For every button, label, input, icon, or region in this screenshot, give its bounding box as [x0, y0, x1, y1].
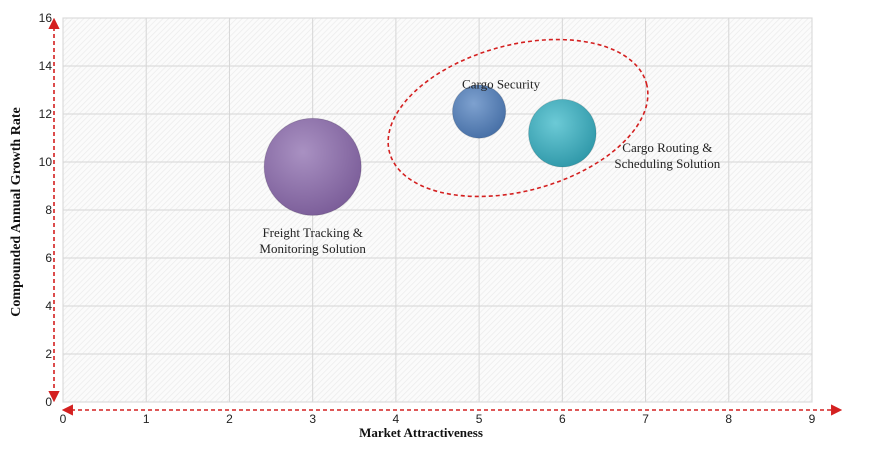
y-tick-label: 12: [39, 107, 53, 121]
bubble-label: Cargo Security: [462, 77, 541, 92]
y-tick-label: 8: [45, 203, 52, 217]
y-tick-label: 4: [45, 299, 52, 313]
x-tick-label: 1: [143, 412, 150, 426]
bubble-label: Cargo Routing & Scheduling Solution: [614, 140, 720, 171]
bubbles: [263, 84, 597, 216]
bubble-label: Freight Tracking & Monitoring Solution: [259, 225, 366, 256]
y-tick-label: 2: [45, 347, 52, 361]
x-tick-label: 9: [809, 412, 816, 426]
y-tick-label: 14: [39, 59, 53, 73]
x-axis-title: Market Attractiveness: [359, 425, 483, 440]
x-tick-label: 2: [226, 412, 233, 426]
x-tick-label: 7: [642, 412, 649, 426]
grid: [62, 17, 813, 403]
y-tick-label: 0: [45, 395, 52, 409]
bubble-cargo-security: [452, 84, 507, 139]
x-tick-label: 5: [476, 412, 483, 426]
y-axis-title: Compounded Annual Growth Rate: [9, 107, 24, 316]
y-tick-label: 16: [39, 11, 53, 25]
x-tick-label: 3: [309, 412, 316, 426]
y-tick-label: 6: [45, 251, 52, 265]
highlight-overlay: [48, 17, 843, 416]
x-tick-label: 6: [559, 412, 566, 426]
bubble-labels: Freight Tracking & Monitoring Solution Car…: [259, 77, 720, 256]
bubble-cargo-routing-scheduling-solution: [528, 98, 597, 168]
x-tick-label: 4: [393, 412, 400, 426]
bubble-freight-tracking-monitoring-solution: [263, 117, 362, 216]
x-tick-label: 0: [60, 412, 67, 426]
highlight-ellipse: [387, 38, 649, 198]
x-tick-label: 8: [725, 412, 732, 426]
y-tick-label: 10: [39, 155, 53, 169]
